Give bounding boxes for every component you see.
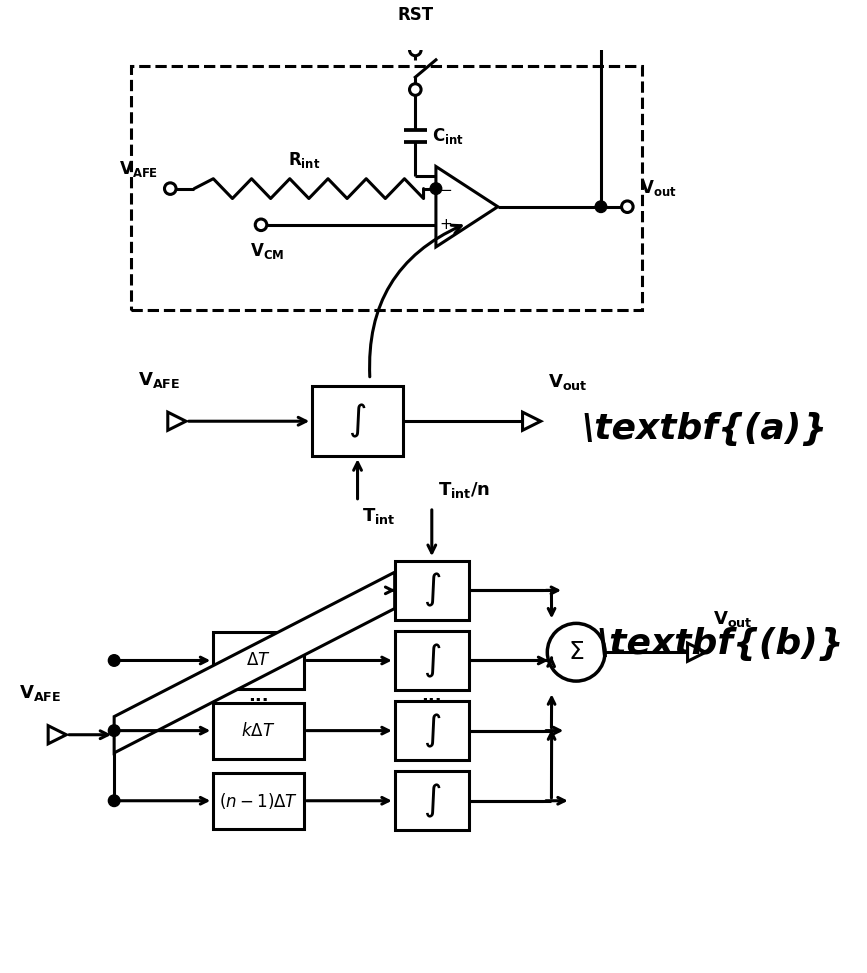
Text: $\mathbf{V_{out}}$: $\mathbf{V_{out}}$ [548,373,588,392]
Bar [394,771,469,830]
Text: $\mathbf{V_{AFE}}$: $\mathbf{V_{AFE}}$ [19,683,61,703]
Text: $\mathbf{V_{out}}$: $\mathbf{V_{out}}$ [714,609,753,630]
Text: ...: ... [421,687,442,704]
Text: $\mathbf{V_{CM}}$: $\mathbf{V_{CM}}$ [250,241,284,262]
Bar [394,631,469,690]
Circle shape [108,655,120,667]
Text: $\int$: $\int$ [349,402,367,441]
Circle shape [108,795,120,807]
Text: $\mathbf{V_{out}}$: $\mathbf{V_{out}}$ [640,178,676,198]
Bar [213,632,304,689]
Polygon shape [168,413,186,430]
Polygon shape [114,572,394,753]
Text: $k\Delta T$: $k\Delta T$ [241,722,276,739]
Text: \textbf{(b)}: \textbf{(b)} [596,627,844,661]
Text: $\mathbf{V_{AFE}}$: $\mathbf{V_{AFE}}$ [139,370,180,390]
Text: \textbf{(a)}: \textbf{(a)} [581,413,827,447]
Polygon shape [49,726,66,743]
Text: $\mathbf{T_{int}}$: $\mathbf{T_{int}}$ [362,506,395,525]
Text: $-$: $-$ [440,181,453,197]
Bar [213,773,304,829]
Bar [312,386,403,456]
Text: $\int$: $\int$ [422,781,441,820]
Text: $\int$: $\int$ [422,641,441,679]
Circle shape [595,201,607,212]
Bar [213,703,304,759]
Text: $\int$: $\int$ [422,711,441,749]
Text: $(n-1)\Delta T$: $(n-1)\Delta T$ [219,791,298,811]
Polygon shape [688,643,706,662]
Text: $+$: $+$ [440,217,453,233]
Text: RST: RST [397,6,434,23]
Polygon shape [436,166,498,247]
Text: $\mathbf{V_{AFE}}$: $\mathbf{V_{AFE}}$ [119,159,158,179]
Bar [394,701,469,760]
Circle shape [108,725,120,737]
Circle shape [430,183,441,195]
Text: $\mathbf{C_{int}}$: $\mathbf{C_{int}}$ [432,126,464,146]
Text: $\mathbf{R_{int}}$: $\mathbf{R_{int}}$ [288,151,320,170]
Bar [131,66,642,309]
Text: $\Sigma$: $\Sigma$ [568,640,584,665]
Text: $\mathbf{T_{int}/n}$: $\mathbf{T_{int}/n}$ [439,481,491,500]
Text: $\int$: $\int$ [422,571,441,609]
Polygon shape [523,413,541,430]
Bar [394,560,469,620]
Text: $\Delta T$: $\Delta T$ [246,652,271,669]
Text: ...: ... [248,687,269,704]
